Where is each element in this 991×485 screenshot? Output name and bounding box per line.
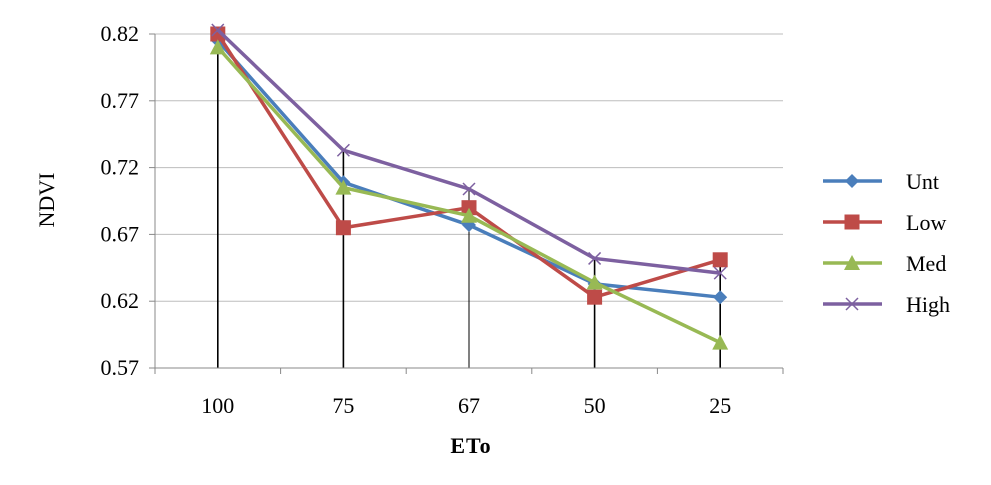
y-axis-title: NDVI xyxy=(34,173,59,228)
data-point xyxy=(588,251,602,265)
x-tick-label: 50 xyxy=(584,393,606,418)
data-point xyxy=(335,179,352,195)
x-tick-label: 67 xyxy=(458,393,480,418)
legend-label: Low xyxy=(906,210,946,235)
y-tick-label: 0.77 xyxy=(101,88,140,113)
legend-swatch-marker xyxy=(845,297,859,311)
series-lines xyxy=(209,23,729,350)
data-point xyxy=(713,290,728,305)
data-point xyxy=(461,200,477,216)
data-point xyxy=(462,182,476,196)
legend-item-high: High xyxy=(823,292,950,317)
legend-swatch-marker xyxy=(845,174,859,188)
data-point xyxy=(210,26,226,42)
x-tick-labels: 100 75 67 50 25 xyxy=(201,393,731,418)
y-tick-labels: 0.57 0.62 0.67 0.72 0.77 0.82 xyxy=(101,21,140,380)
legend-swatch-marker xyxy=(844,255,860,270)
data-point xyxy=(211,23,225,37)
data-point xyxy=(335,220,351,236)
data-point xyxy=(586,274,603,290)
series-high xyxy=(211,23,727,280)
data-point xyxy=(336,143,350,157)
data-point xyxy=(209,39,226,55)
data-point xyxy=(712,334,729,350)
x-tick-label: 100 xyxy=(201,393,234,418)
y-tick-label: 0.72 xyxy=(101,155,140,180)
legend: Unt Low Med High xyxy=(823,169,950,317)
legend-label: High xyxy=(906,292,950,317)
y-tick-label: 0.82 xyxy=(101,21,140,46)
y-tick-label: 0.62 xyxy=(101,288,140,313)
y-tick-label: 0.57 xyxy=(101,355,140,380)
legend-label: Unt xyxy=(906,169,939,194)
series-low xyxy=(210,26,728,305)
x-tick-label: 75 xyxy=(332,393,354,418)
drop-lines xyxy=(217,29,722,368)
legend-label: Med xyxy=(906,251,946,276)
legend-item-med: Med xyxy=(823,251,946,276)
y-tick-label: 0.67 xyxy=(101,221,140,246)
data-point xyxy=(713,266,727,280)
axes xyxy=(154,34,783,369)
series-med xyxy=(209,39,729,350)
legend-swatch-marker xyxy=(844,214,860,230)
data-point xyxy=(712,252,728,268)
data-point xyxy=(587,289,603,305)
x-axis-title: ETo xyxy=(450,433,491,458)
grid-lines xyxy=(149,33,784,374)
data-point xyxy=(461,207,477,223)
x-tick-label: 25 xyxy=(709,393,731,418)
legend-item-unt: Unt xyxy=(823,169,939,194)
legend-item-low: Low xyxy=(823,210,946,235)
